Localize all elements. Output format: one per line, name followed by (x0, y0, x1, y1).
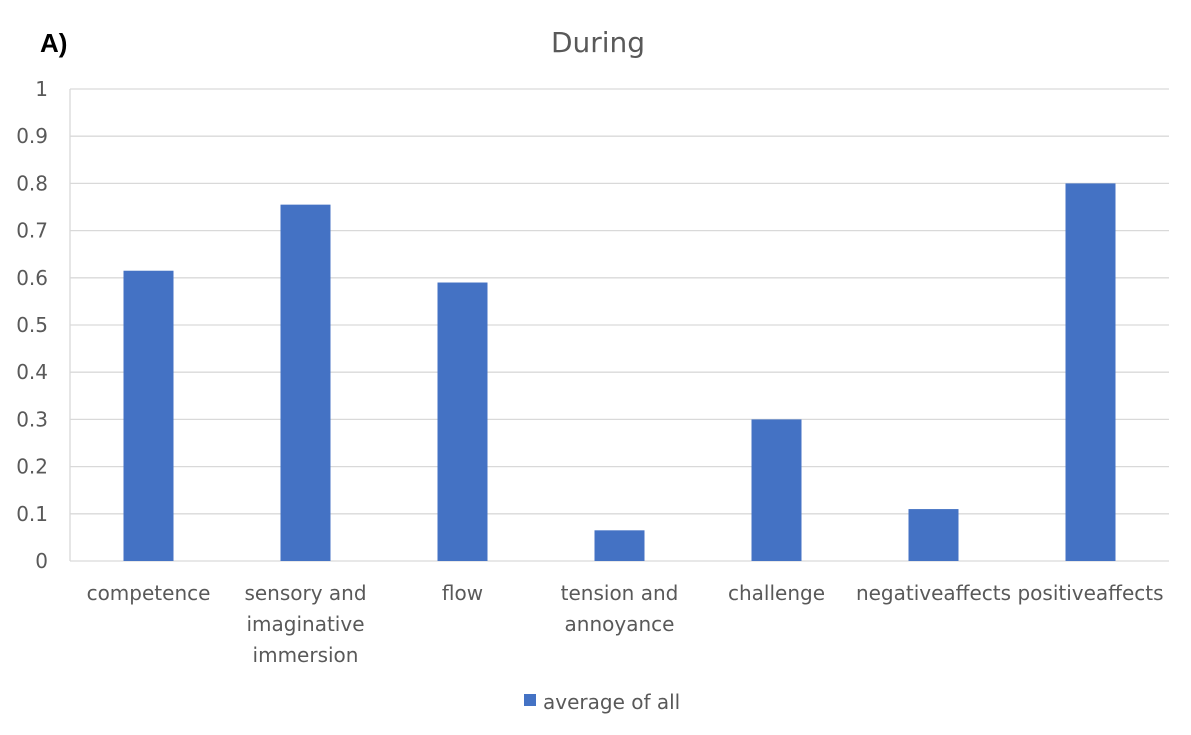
y-tick-label: 0.3 (16, 407, 48, 431)
x-tick-label-line: annoyance (565, 612, 675, 636)
chart-title: During (551, 26, 645, 59)
y-tick-label: 0.2 (16, 455, 48, 479)
y-tick-label: 0.6 (16, 266, 48, 290)
x-tick-label-line: competence (87, 581, 211, 605)
y-tick-label: 0.8 (16, 171, 48, 195)
x-tick-label: flow (442, 581, 483, 605)
bar (1065, 183, 1116, 561)
x-tick-label-line: flow (442, 581, 483, 605)
x-tick-label-line: positiveaffects (1017, 581, 1163, 605)
bar (908, 509, 959, 561)
y-tick-label: 0.4 (16, 360, 48, 384)
y-tick-label: 1 (35, 77, 48, 101)
y-tick-label: 0.7 (16, 219, 48, 243)
bar (123, 270, 174, 561)
x-axis-labels: competence sensory and imaginative immersio… (87, 581, 1164, 667)
legend: average of all (524, 690, 680, 714)
y-tick-label: 0 (35, 549, 48, 573)
x-tick-label-line: immersion (253, 643, 359, 667)
bar (594, 530, 645, 561)
bar (751, 419, 802, 561)
legend-swatch (524, 694, 536, 706)
x-tick-label-line: tension and (561, 581, 679, 605)
legend-label: average of all (543, 690, 680, 714)
y-axis-ticks: 0 0.1 0.2 0.3 0.4 0.5 0.6 0.7 0.8 0.9 1 (16, 77, 48, 573)
x-tick-label: competence (87, 581, 211, 605)
bar (280, 204, 331, 561)
x-tick-label-line: sensory and (244, 581, 366, 605)
x-tick-label-line: negativeaffects (856, 581, 1011, 605)
gridlines (69, 88, 1169, 562)
bars (123, 183, 1116, 561)
y-tick-label: 0.1 (16, 502, 48, 526)
x-tick-label: sensory and imaginative immersion (244, 581, 366, 667)
x-tick-label-line: challenge (728, 581, 825, 605)
x-tick-label-line: imaginative (246, 612, 364, 636)
panel-label: A) (40, 28, 67, 58)
x-tick-label: challenge (728, 581, 825, 605)
y-tick-label: 0.5 (16, 313, 48, 337)
x-tick-label: tension and annoyance (561, 581, 679, 636)
y-tick-label: 0.9 (16, 124, 48, 148)
bar (437, 282, 488, 561)
x-tick-label: negativeaffects (856, 581, 1011, 605)
x-tick-label: positiveaffects (1017, 581, 1163, 605)
